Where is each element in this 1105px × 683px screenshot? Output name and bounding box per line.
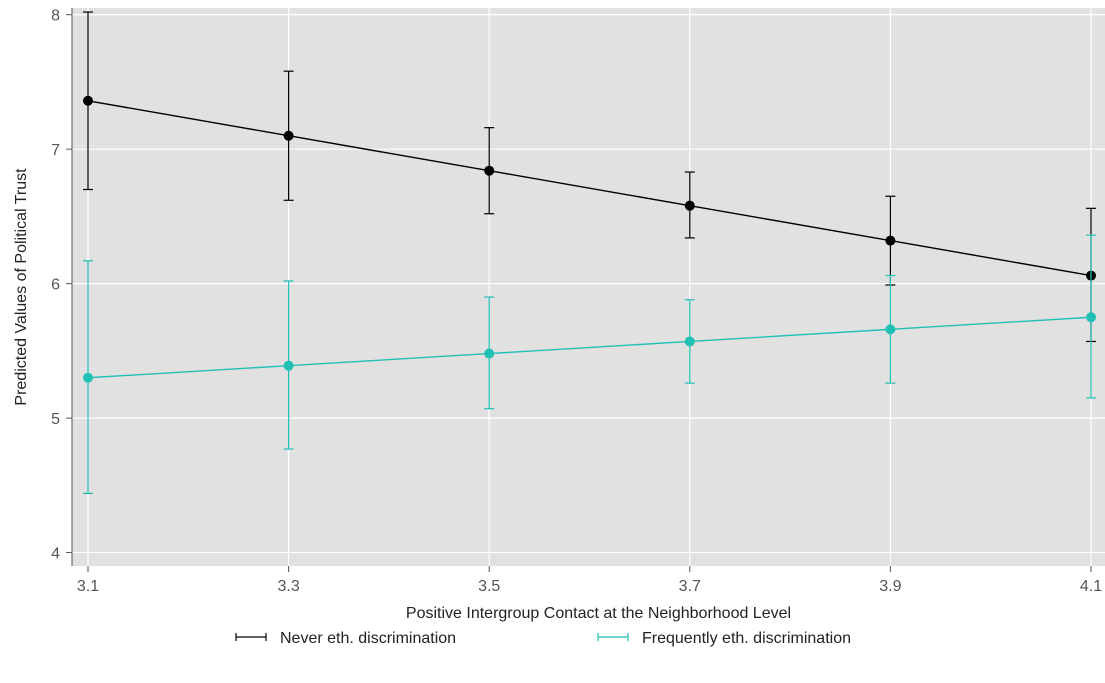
data-point: [283, 360, 294, 371]
x-tick-label: 3.7: [679, 578, 701, 595]
data-point: [885, 235, 896, 246]
data-point: [684, 336, 695, 347]
legend-item-2: Frequently eth. discrimination: [597, 630, 851, 647]
y-tick-label: 4: [51, 546, 60, 563]
axes: 4 5 6 7 8 3.1 3.3 3.5 3.7 3.9 4.1: [51, 8, 1102, 595]
data-point: [684, 200, 695, 211]
series-line: [87, 100, 1092, 277]
y-tick-label: 5: [51, 411, 60, 428]
x-tick-label: 3.9: [879, 578, 901, 595]
y-axis-title: Predicted Values of Political Trust: [13, 168, 30, 406]
series-line: [87, 316, 1092, 379]
x-tick-label: 3.1: [77, 578, 99, 595]
data-point: [283, 130, 294, 141]
data-point: [83, 372, 93, 383]
plot-background: [72, 8, 1105, 566]
y-tick-label: 8: [51, 8, 60, 25]
legend-item-1: Never eth. discrimination: [235, 630, 456, 647]
data-point: [484, 348, 495, 359]
data-point: [885, 324, 896, 335]
y-tick-label: 6: [51, 277, 60, 294]
series-layer: [83, 11, 1096, 494]
legend-label: Never eth. discrimination: [280, 630, 456, 647]
series-1: [83, 11, 1096, 343]
data-point: [1086, 312, 1096, 323]
legend-label: Frequently eth. discrimination: [642, 630, 851, 647]
x-tick-label: 4.1: [1080, 578, 1102, 595]
data-point: [83, 95, 93, 106]
x-tick-label: 3.3: [277, 578, 299, 595]
series-2: [83, 234, 1096, 494]
y-tick-label: 7: [51, 142, 60, 159]
x-tick-label: 3.5: [478, 578, 500, 595]
data-point: [484, 165, 495, 176]
x-axis-title: Positive Intergroup Contact at the Neigh…: [406, 605, 791, 622]
legend: Never eth. discrimination Frequently eth.…: [235, 630, 851, 647]
